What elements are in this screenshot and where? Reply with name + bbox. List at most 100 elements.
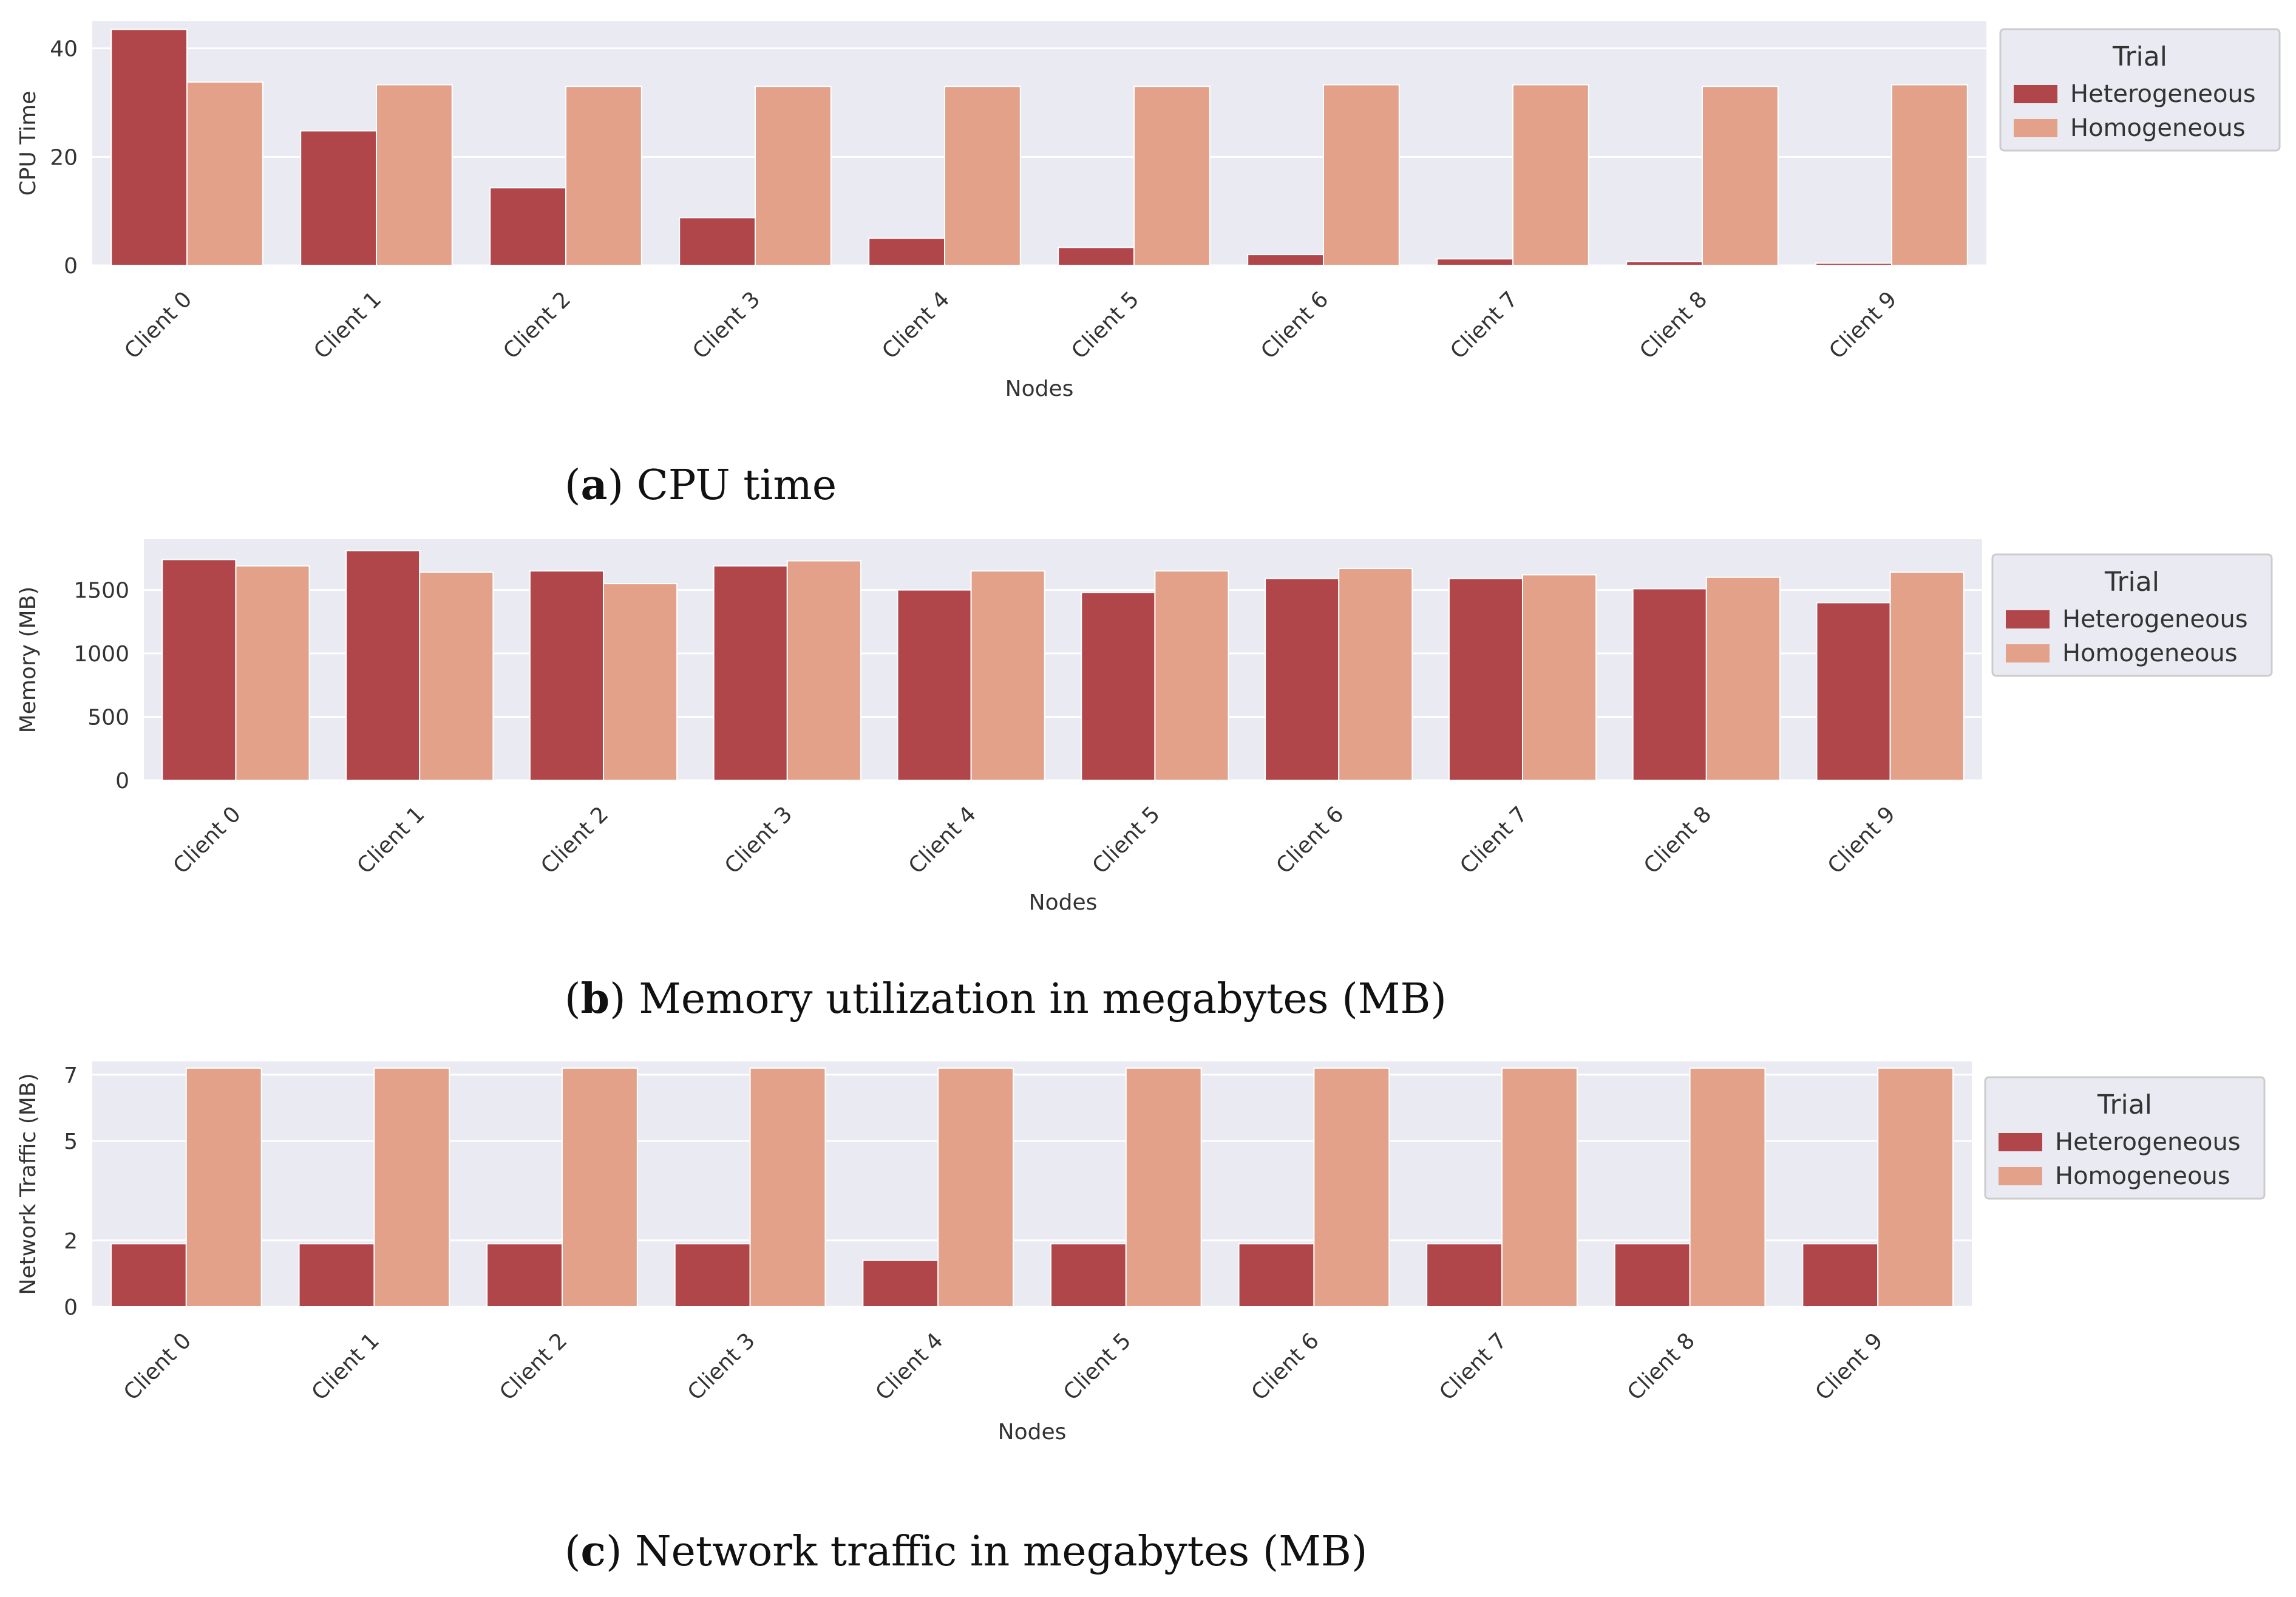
bar-heterogeneous-client-6[interactable] bbox=[1247, 254, 1324, 266]
bar-heterogeneous-client-5[interactable] bbox=[1050, 1243, 1127, 1307]
bar-homogeneous-client-8[interactable] bbox=[1705, 576, 1781, 781]
bar-heterogeneous-client-3[interactable] bbox=[674, 1243, 751, 1307]
x-tick-label: Client 7 bbox=[1455, 802, 1532, 879]
x-tick-label: Client 9 bbox=[1824, 287, 1901, 364]
bar-heterogeneous-client-0[interactable] bbox=[110, 29, 188, 267]
bar-heterogeneous-client-4[interactable] bbox=[868, 237, 945, 267]
bar-heterogeneous-client-8[interactable] bbox=[1632, 588, 1707, 781]
bar-homogeneous-client-1[interactable] bbox=[373, 1067, 450, 1308]
bar-homogeneous-client-7[interactable] bbox=[1501, 1067, 1578, 1308]
bar-heterogeneous-client-9[interactable] bbox=[1815, 262, 1892, 266]
bar-homogeneous-client-5[interactable] bbox=[1125, 1067, 1202, 1308]
bar-homogeneous-client-2[interactable] bbox=[603, 583, 678, 781]
bar-homogeneous-client-6[interactable] bbox=[1313, 1067, 1390, 1308]
bar-homogeneous-client-1[interactable] bbox=[376, 84, 453, 267]
bar-heterogeneous-client-4[interactable] bbox=[897, 589, 972, 781]
cpu-time-chart: 0 20 40 Client 0 Client 1 Client 2 Client 3 Cli… bbox=[16, 21, 2281, 401]
x-tick-label: Client 5 bbox=[1059, 1328, 1136, 1405]
bar-homogeneous-client-2[interactable] bbox=[562, 1067, 638, 1308]
bar-heterogeneous-client-8[interactable] bbox=[1626, 260, 1703, 267]
caption-text: Memory utilization in megabytes (MB) bbox=[639, 975, 1447, 1023]
y-tick-label: 5 bbox=[64, 1129, 78, 1154]
bar-heterogeneous-client-0[interactable] bbox=[110, 1243, 187, 1307]
bar-homogeneous-client-7[interactable] bbox=[1522, 574, 1597, 781]
y-tick-label: 0 bbox=[64, 254, 78, 279]
bar-heterogeneous-client-8[interactable] bbox=[1614, 1243, 1691, 1307]
bar-heterogeneous-client-2[interactable] bbox=[486, 1243, 563, 1307]
bar-homogeneous-client-8[interactable] bbox=[1689, 1067, 1766, 1308]
x-tick-label: Client 7 bbox=[1435, 1328, 1512, 1405]
bar-homogeneous-client-0[interactable] bbox=[186, 81, 263, 266]
bar-heterogeneous-client-1[interactable] bbox=[300, 130, 378, 266]
y-tick-label: 40 bbox=[50, 37, 78, 62]
bar-homogeneous-client-4[interactable] bbox=[970, 570, 1045, 781]
caption-letter: c bbox=[581, 1527, 606, 1576]
x-tick-label: Client 1 bbox=[353, 802, 430, 879]
x-tick-label: Client 6 bbox=[1256, 287, 1333, 364]
legend-swatch-heterogeneous bbox=[2014, 85, 2057, 103]
bar-heterogeneous-client-0[interactable] bbox=[161, 559, 237, 781]
bar-homogeneous-client-6[interactable] bbox=[1338, 568, 1413, 781]
bar-homogeneous-client-5[interactable] bbox=[1154, 570, 1229, 781]
bar-heterogeneous-client-3[interactable] bbox=[679, 217, 756, 266]
bar-homogeneous-client-3[interactable] bbox=[749, 1067, 826, 1308]
x-tick-label: Client 2 bbox=[495, 1328, 572, 1405]
x-axis-title: Nodes bbox=[1005, 376, 1074, 401]
caption-network-traffic: (c) Network traffic in megabytes (MB) bbox=[565, 1527, 1367, 1576]
legend: Trial Heterogeneous Homogeneous bbox=[1991, 553, 2273, 677]
x-tick-label: Client 1 bbox=[307, 1328, 384, 1405]
bar-homogeneous-client-9[interactable] bbox=[1877, 1067, 1954, 1308]
x-tick-label: Client 4 bbox=[871, 1328, 948, 1405]
legend-swatch-homogeneous bbox=[2006, 644, 2050, 662]
bar-homogeneous-client-9[interactable] bbox=[1889, 571, 1965, 781]
legend-label-heterogeneous: Heterogeneous bbox=[2062, 605, 2248, 633]
bar-heterogeneous-client-4[interactable] bbox=[862, 1259, 939, 1308]
legend-title: Trial bbox=[2104, 567, 2159, 598]
bar-homogeneous-client-0[interactable] bbox=[185, 1067, 262, 1308]
bar-homogeneous-client-2[interactable] bbox=[565, 86, 642, 266]
bar-heterogeneous-client-2[interactable] bbox=[529, 570, 605, 781]
bar-homogeneous-client-4[interactable] bbox=[944, 86, 1021, 266]
bar-homogeneous-client-7[interactable] bbox=[1512, 84, 1589, 267]
x-axis-title: Nodes bbox=[1029, 890, 1098, 915]
x-tick-label: Client 2 bbox=[536, 802, 613, 879]
legend-swatch-homogeneous bbox=[1999, 1167, 2042, 1185]
bar-homogeneous-client-5[interactable] bbox=[1133, 86, 1211, 266]
x-tick-label: Client 3 bbox=[720, 802, 797, 879]
legend-label-homogeneous: Homogeneous bbox=[2070, 114, 2246, 142]
bar-heterogeneous-client-1[interactable] bbox=[345, 550, 421, 781]
y-tick-label: 0 bbox=[115, 769, 129, 794]
x-tick-label: Client 2 bbox=[498, 287, 576, 364]
bar-heterogeneous-client-6[interactable] bbox=[1265, 577, 1340, 781]
bar-heterogeneous-client-3[interactable] bbox=[713, 565, 788, 781]
bar-homogeneous-client-1[interactable] bbox=[419, 571, 494, 781]
bar-homogeneous-client-9[interactable] bbox=[1891, 84, 1968, 267]
bar-heterogeneous-client-5[interactable] bbox=[1058, 247, 1135, 266]
caption-memory: (b) Memory utilization in megabytes (MB) bbox=[565, 975, 1447, 1023]
x-tick-label: Client 6 bbox=[1272, 802, 1349, 879]
bar-heterogeneous-client-1[interactable] bbox=[298, 1243, 375, 1307]
bar-homogeneous-client-3[interactable] bbox=[786, 560, 861, 781]
legend: Trial Heterogeneous Homogeneous bbox=[1999, 28, 2281, 152]
x-tick-label: Client 4 bbox=[877, 287, 954, 364]
bar-heterogeneous-client-7[interactable] bbox=[1448, 577, 1523, 781]
memory-chart: 0 500 1000 1500 Client 0 Client 1 Client 2 Clie… bbox=[16, 539, 2273, 915]
bar-homogeneous-client-8[interactable] bbox=[1702, 86, 1779, 266]
x-tick-label: Client 0 bbox=[120, 287, 197, 364]
x-tick-label: Client 3 bbox=[688, 287, 765, 364]
bar-homogeneous-client-4[interactable] bbox=[937, 1067, 1014, 1308]
legend-label-homogeneous: Homogeneous bbox=[2062, 639, 2238, 667]
bar-homogeneous-client-0[interactable] bbox=[235, 565, 310, 781]
legend-swatch-heterogeneous bbox=[1999, 1133, 2042, 1151]
bar-heterogeneous-client-6[interactable] bbox=[1238, 1243, 1315, 1307]
bar-heterogeneous-client-7[interactable] bbox=[1426, 1243, 1503, 1307]
caption-letter: a bbox=[581, 461, 608, 509]
bar-heterogeneous-client-7[interactable] bbox=[1436, 258, 1513, 266]
bar-heterogeneous-client-5[interactable] bbox=[1081, 591, 1156, 781]
bar-heterogeneous-client-9[interactable] bbox=[1802, 1243, 1879, 1307]
y-tick-label: 0 bbox=[64, 1295, 78, 1320]
bar-homogeneous-client-3[interactable] bbox=[755, 86, 832, 266]
bar-heterogeneous-client-2[interactable] bbox=[489, 187, 567, 266]
bar-homogeneous-client-6[interactable] bbox=[1323, 84, 1400, 267]
bar-heterogeneous-client-9[interactable] bbox=[1816, 602, 1891, 781]
